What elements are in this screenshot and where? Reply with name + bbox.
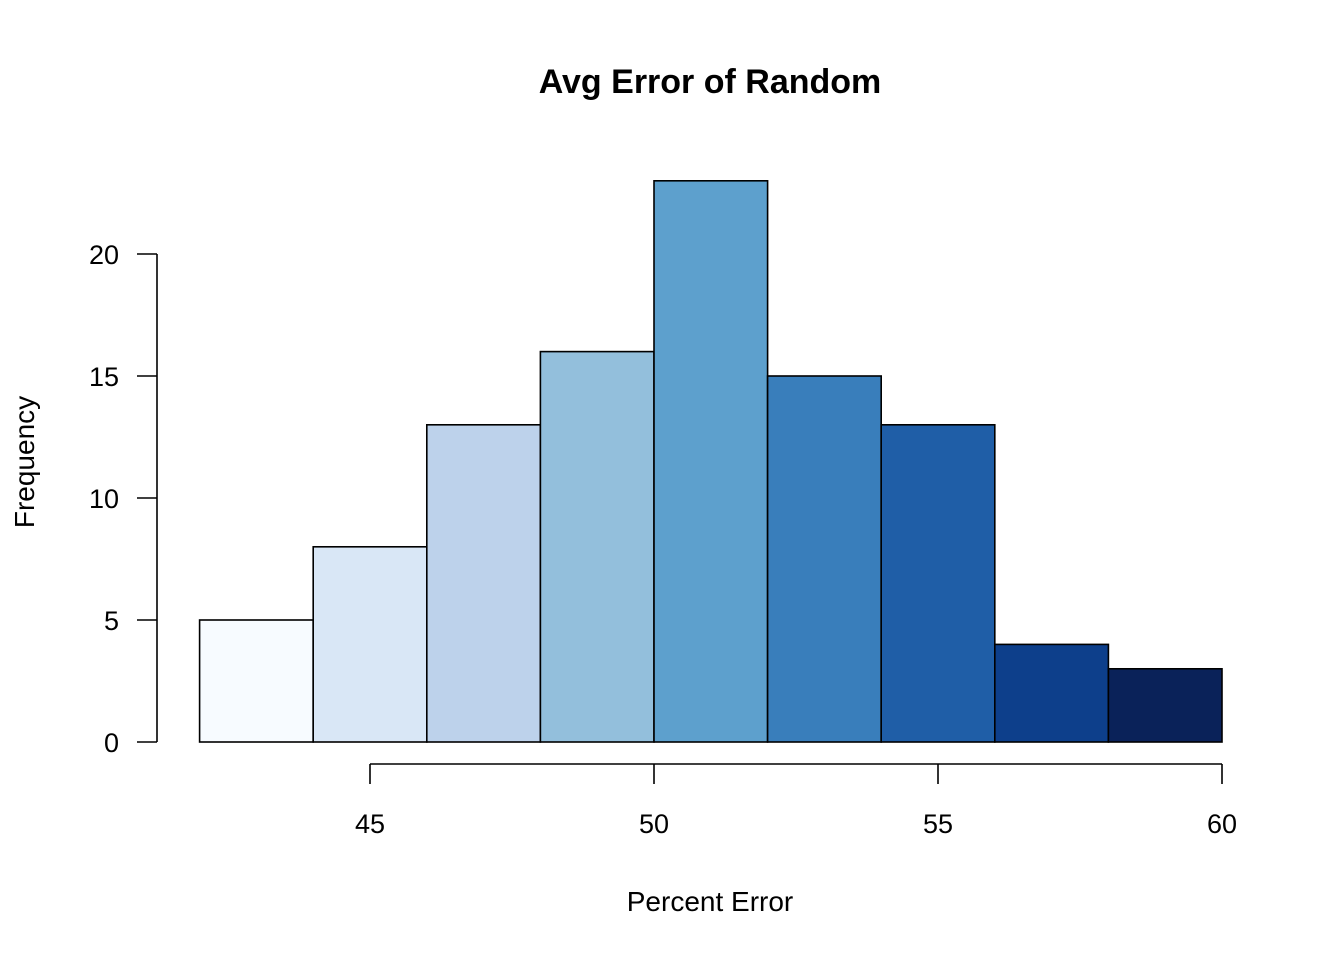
histogram-bar-9	[1107, 667, 1223, 743]
y-tick-label-20: 20	[89, 240, 119, 270]
histogram-bar-3	[425, 423, 542, 743]
y-tick-label-0: 0	[104, 728, 119, 758]
y-tick-label-10: 10	[89, 484, 119, 514]
chart-title: Avg Error of Random	[539, 63, 882, 101]
histogram-bar-5	[653, 180, 769, 743]
histogram-bar-4	[539, 350, 655, 743]
y-axis: 0 5 10 15 20	[89, 240, 158, 758]
y-tick-label-15: 15	[89, 362, 119, 392]
histogram-bar-1	[198, 619, 315, 743]
x-axis: 45 50 55 60	[355, 763, 1237, 839]
bars-group	[198, 180, 1223, 743]
y-tick-label-5: 5	[104, 606, 119, 636]
x-tick-label-60: 60	[1207, 809, 1237, 839]
x-tick-label-55: 55	[923, 809, 953, 839]
y-axis-label: Frequency	[9, 396, 40, 528]
x-tick-label-45: 45	[355, 809, 385, 839]
x-axis-label: Percent Error	[627, 886, 794, 917]
histogram-bar-2	[312, 545, 428, 743]
histogram-bar-8	[993, 643, 1110, 743]
histogram-bar-7	[880, 423, 996, 743]
x-tick-label-50: 50	[639, 809, 669, 839]
histogram-bar-6	[766, 375, 882, 743]
